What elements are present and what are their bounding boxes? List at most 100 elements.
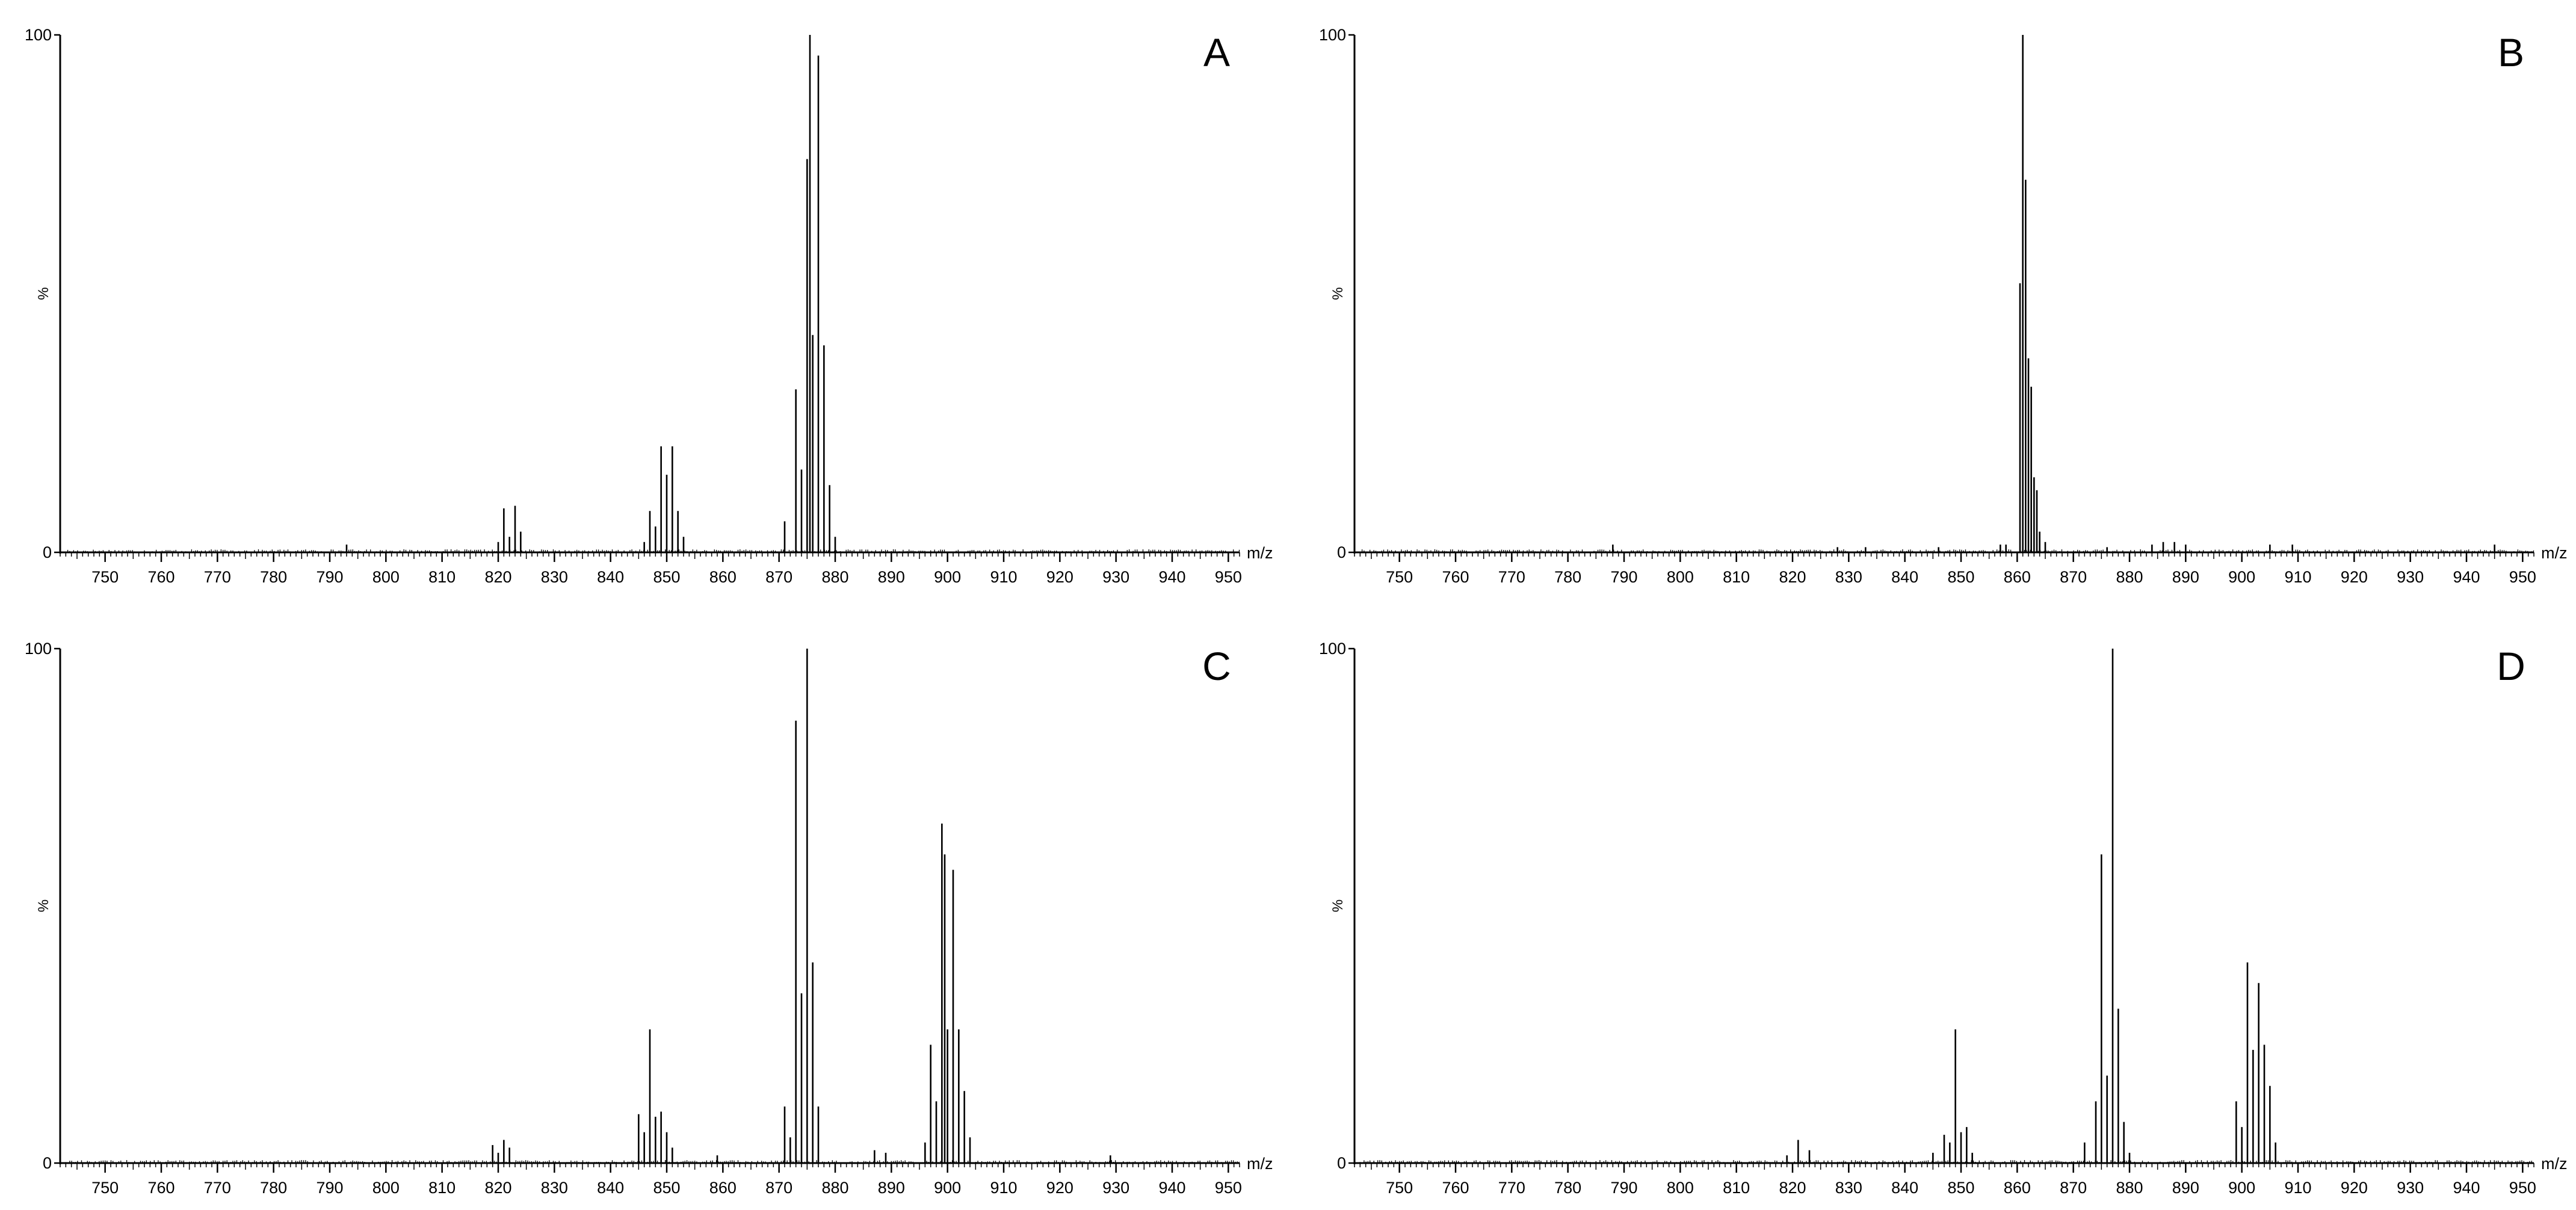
- x-tick-label: 860: [2004, 1179, 2031, 1197]
- y-axis-label: %: [1330, 287, 1346, 300]
- x-tick-label: 920: [1046, 568, 1073, 586]
- x-tick-label: 870: [2060, 568, 2087, 586]
- x-tick-label: 940: [1158, 568, 1185, 586]
- x-tick-label: 840: [1891, 1179, 1918, 1197]
- x-tick-label: 940: [1158, 1179, 1185, 1197]
- spectrum-panel-d: 750 760 770 780 790 800 810 820 830 840 850 860 870 8…: [1319, 640, 2568, 1197]
- x-tick-label: 750: [1386, 1179, 1413, 1197]
- x-tick-label: 910: [2284, 568, 2311, 586]
- x-tick-label: 890: [2172, 1179, 2199, 1197]
- x-tick-label: 900: [934, 568, 961, 586]
- x-tick-label: 880: [2116, 568, 2143, 586]
- x-tick-label: 870: [765, 1179, 792, 1197]
- y-tick-label: 0: [43, 1154, 52, 1172]
- y-tick-label: 0: [1337, 543, 1346, 561]
- y-axis-label: %: [36, 287, 52, 300]
- x-tick-label: 880: [821, 1179, 848, 1197]
- y-tick-label: 100: [25, 26, 52, 44]
- x-tick-label: 790: [1610, 568, 1637, 586]
- x-tick-label: 850: [653, 1179, 680, 1197]
- y-axis-label: %: [1330, 900, 1346, 912]
- x-tick-label: 770: [1498, 1179, 1525, 1197]
- x-axis-label: m/z: [1247, 1155, 1273, 1173]
- x-tick-label: 820: [484, 1179, 511, 1197]
- x-tick-label: 770: [1498, 568, 1525, 586]
- x-tick-label: 780: [260, 568, 287, 586]
- panel-label: B: [2498, 30, 2524, 75]
- x-tick-label: 770: [204, 568, 231, 586]
- x-axis-label: m/z: [2541, 544, 2568, 562]
- x-tick-label: 860: [2004, 568, 2031, 586]
- baseline-noise: [1359, 1160, 2534, 1163]
- x-tick-label: 870: [765, 568, 792, 586]
- x-tick-label: 820: [1779, 568, 1806, 586]
- x-tick-label: 850: [653, 568, 680, 586]
- x-tick-label: 780: [1554, 568, 1581, 586]
- x-tick-label: 920: [1046, 1179, 1073, 1197]
- x-tick-label: 920: [2341, 568, 2368, 586]
- x-tick-label: 890: [2172, 568, 2199, 586]
- y-axis-label: %: [36, 900, 52, 912]
- x-tick-label: 910: [2284, 1179, 2311, 1197]
- x-tick-label: 760: [147, 1179, 175, 1197]
- x-tick-label: 900: [2228, 1179, 2255, 1197]
- x-tick-label: 780: [260, 1179, 287, 1197]
- spectrum-panel-b: 750 760 770 780 790 800 810 820 830 840 850 860 870 8…: [1319, 26, 2568, 586]
- y-tick-label: 100: [1319, 640, 1346, 658]
- x-tick-label: 780: [1554, 1179, 1581, 1197]
- x-tick-label: 890: [878, 568, 905, 586]
- x-tick-label: 760: [1442, 568, 1469, 586]
- x-tick-label: 840: [597, 1179, 624, 1197]
- spectrum-panel-c: 750 760 770 780 790 800 810 820 830 840 850 860 870 8…: [25, 640, 1273, 1197]
- baseline-noise: [65, 549, 1240, 552]
- x-tick-label: 950: [1215, 568, 1242, 586]
- x-tick-label: 870: [2060, 1179, 2087, 1197]
- panel-label: C: [1202, 644, 1231, 688]
- x-tick-label: 880: [2116, 1179, 2143, 1197]
- baseline-noise: [65, 1160, 1240, 1163]
- x-tick-label: 760: [1442, 1179, 1469, 1197]
- panel-label: A: [1203, 30, 1230, 75]
- x-tick-label: 930: [2397, 1179, 2424, 1197]
- x-tick-label: 810: [1723, 1179, 1750, 1197]
- x-tick-label: 930: [1102, 1179, 1129, 1197]
- baseline-noise: [1359, 549, 2534, 552]
- x-tick-label: 900: [2228, 568, 2255, 586]
- x-tick-label: 750: [91, 1179, 119, 1197]
- x-axis-label: m/z: [1247, 544, 1273, 562]
- x-tick-label: 760: [147, 568, 175, 586]
- x-tick-label: 850: [1947, 1179, 1974, 1197]
- x-tick-label: 880: [821, 568, 848, 586]
- x-tick-label: 910: [990, 1179, 1017, 1197]
- y-tick-label: 100: [1319, 26, 1346, 44]
- spectrum-panel-a: 750 760 770 780 790 800 810 820 830 840 850 860 870 8…: [25, 26, 1273, 586]
- x-tick-label: 790: [316, 568, 343, 586]
- x-tick-label: 840: [597, 568, 624, 586]
- x-tick-label: 800: [1667, 1179, 1694, 1197]
- x-tick-label: 810: [428, 568, 456, 586]
- x-tick-label: 900: [934, 1179, 961, 1197]
- x-tick-label: 930: [2397, 568, 2424, 586]
- y-tick-label: 0: [1337, 1154, 1346, 1172]
- x-tick-label: 800: [1667, 568, 1694, 586]
- x-tick-label: 800: [372, 568, 400, 586]
- x-tick-label: 860: [709, 1179, 737, 1197]
- x-tick-label: 940: [2453, 568, 2480, 586]
- x-tick-label: 810: [1723, 568, 1750, 586]
- x-tick-label: 890: [878, 1179, 905, 1197]
- x-tick-label: 940: [2453, 1179, 2480, 1197]
- x-tick-label: 820: [1779, 1179, 1806, 1197]
- x-tick-label: 810: [428, 1179, 456, 1197]
- x-tick-label: 830: [541, 568, 568, 586]
- x-tick-label: 750: [91, 568, 119, 586]
- x-tick-label: 950: [1215, 1179, 1242, 1197]
- x-tick-label: 840: [1891, 568, 1918, 586]
- x-tick-label: 770: [204, 1179, 231, 1197]
- x-tick-label: 830: [1835, 1179, 1862, 1197]
- x-tick-label: 790: [316, 1179, 343, 1197]
- x-tick-label: 920: [2341, 1179, 2368, 1197]
- x-tick-label: 830: [541, 1179, 568, 1197]
- y-tick-label: 0: [43, 543, 52, 561]
- x-tick-label: 860: [709, 568, 737, 586]
